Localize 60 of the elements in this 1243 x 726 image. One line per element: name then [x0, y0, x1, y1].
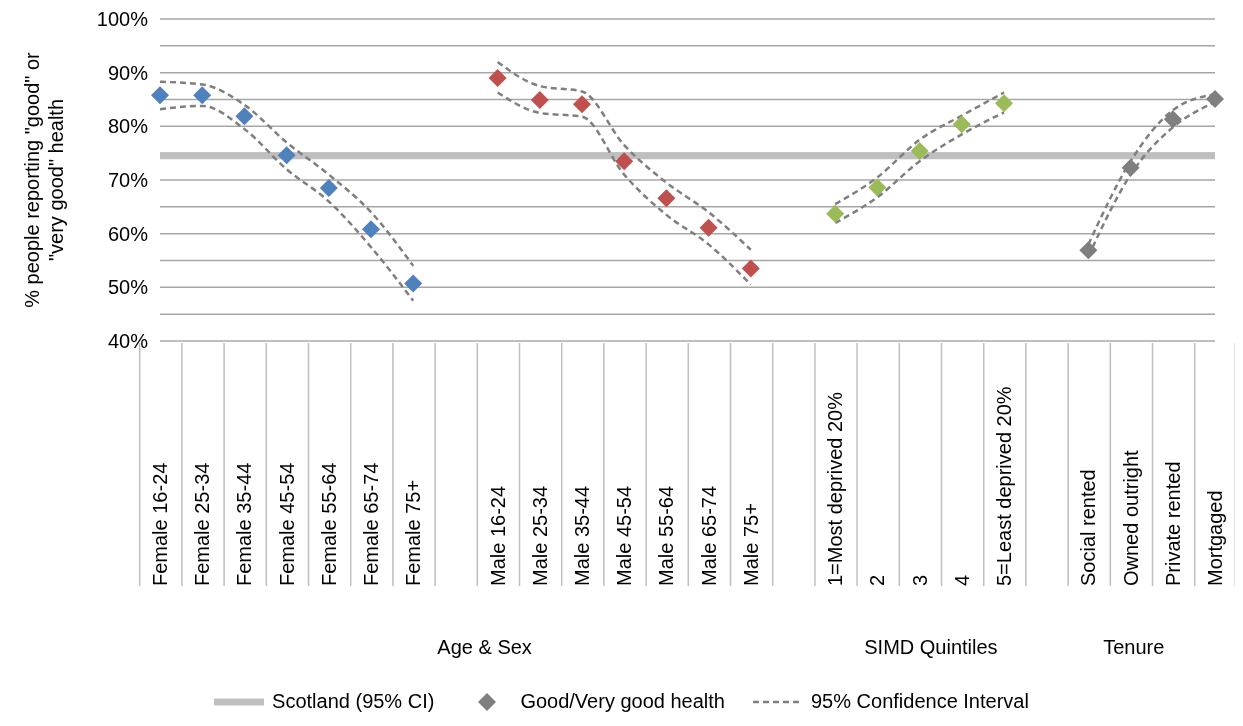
x-tick-label: 5=Least deprived 20%: [993, 386, 1015, 586]
text: Age & Sex: [436, 636, 533, 659]
y-tick-label: 60%: [107, 222, 149, 245]
point: [699, 218, 718, 237]
point: [488, 69, 507, 88]
point: [1206, 89, 1224, 108]
point: [277, 146, 296, 165]
y-tick-label: 90%: [107, 61, 149, 84]
point: [1121, 158, 1140, 177]
point: [995, 94, 1013, 113]
point: [193, 86, 212, 105]
x-tick-label: Female 45-54: [275, 462, 298, 586]
point: [404, 274, 423, 293]
x-tick-label: Female 16-24: [149, 462, 171, 586]
point: [235, 107, 254, 126]
x-tick-label: Male 25-34: [528, 485, 551, 586]
point: [319, 179, 338, 198]
x-tick-label: Female 25-34: [191, 462, 214, 586]
point: [362, 220, 380, 239]
legend-label: Good/Very good health: [520, 690, 725, 713]
point: [741, 259, 760, 278]
x-tick-label: Private rented: [1161, 461, 1184, 586]
point: [530, 91, 549, 110]
x-tick-label: Mortgaged: [1204, 490, 1226, 586]
point: [952, 115, 971, 134]
legend-label: Scotland (95% CI): [272, 690, 435, 713]
legend-label: 95% Confidence Interval: [810, 690, 1029, 713]
x-tick-label: Female 35-44: [233, 462, 256, 586]
y-tick-label: 50%: [107, 276, 149, 299]
x-tick-label: Owned outright: [1119, 449, 1142, 586]
point: [910, 142, 929, 161]
x-tick-label: Male 55-64: [655, 485, 678, 586]
x-tick-label: Male 45-54: [613, 485, 636, 586]
point: [657, 189, 676, 208]
point: [573, 95, 591, 114]
point: [151, 86, 169, 105]
y-axis-title: % people reporting "good" or "very good" health: [20, 51, 68, 310]
point: [868, 178, 887, 197]
point: [1163, 110, 1182, 129]
x-tick-label: 1=Most deprived 20%: [824, 391, 847, 586]
x-tick-label: Female 75+: [402, 479, 425, 586]
x-tick-label: Male 75+: [739, 503, 762, 586]
x-tick-label: 4: [950, 574, 973, 586]
text: SIMD Quintiles: [863, 636, 999, 659]
x-tick-label: Male 35-44: [571, 485, 593, 586]
y-tick-label: 80%: [107, 115, 149, 138]
point: [826, 204, 845, 223]
point: [1079, 241, 1098, 260]
point: [615, 152, 634, 171]
x-tick-label: Social rented: [1077, 469, 1100, 586]
y-tick-label: 100%: [96, 8, 149, 30]
x-tick-label: 3: [908, 574, 931, 586]
x-tick-label: Male 65-74: [697, 485, 720, 586]
x-tick-label: Female 65-74: [360, 462, 382, 586]
x-tick-label: Female 55-64: [317, 462, 340, 586]
text: Tenure: [1102, 636, 1166, 659]
x-tick-label: Male 16-24: [486, 485, 509, 586]
x-tick-label: 2: [866, 574, 889, 586]
y-tick-label: 70%: [107, 169, 149, 191]
y-tick-label: 40%: [107, 330, 149, 352]
